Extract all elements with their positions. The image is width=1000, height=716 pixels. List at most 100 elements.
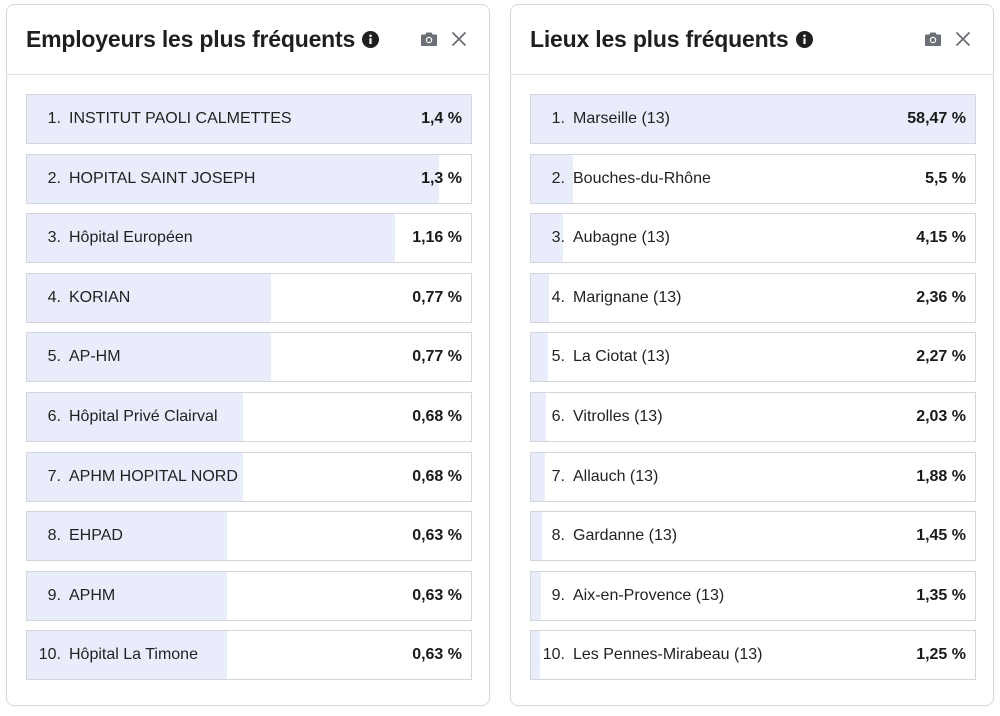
employers-title-text: Employeurs les plus fréquents xyxy=(26,26,356,52)
list-item-content: 1. INSTITUT PAOLI CALMETTES 1,4 % xyxy=(27,95,471,143)
camera-icon[interactable] xyxy=(923,29,943,49)
bar-fill xyxy=(531,631,541,680)
rank-number: 7. xyxy=(551,467,565,485)
rank-number: 5. xyxy=(551,348,565,366)
info-circle-icon[interactable] xyxy=(795,31,813,48)
bar-fill xyxy=(27,392,243,441)
list-item[interactable]: 3. Aubagne (13) 4,15 % xyxy=(530,213,976,264)
list-item-content: 10. Hôpital La Timone 0,63 % xyxy=(27,631,471,679)
rank-label: Allauch (13) xyxy=(573,467,659,485)
list-item[interactable]: 4. KORIAN 0,77 % xyxy=(26,272,472,323)
list-item[interactable]: 9. Aix-en-Provence (13) 1,35 % xyxy=(530,570,976,621)
list-item-content: 3. Aubagne (13) 4,15 % xyxy=(531,214,975,262)
camera-icon[interactable] xyxy=(419,29,439,49)
bar-fill xyxy=(531,154,573,203)
list-item[interactable]: 7. APHM HOPITAL NORD 0,68 % xyxy=(26,451,472,502)
rank-percentage: 1,16 % xyxy=(412,229,462,247)
list-item[interactable]: 8. Gardanne (13) 1,45 % xyxy=(530,511,976,562)
rank-label: Marseille (13) xyxy=(573,110,670,127)
list-item[interactable]: 2. Bouches-du-Rhône 5,5 % xyxy=(530,153,976,204)
rank-percentage: 58,47 % xyxy=(907,110,966,127)
bar-fill xyxy=(531,333,549,382)
list-item-content: 4. Marignane (13) 2,36 % xyxy=(531,274,975,322)
rank-percentage: 2,36 % xyxy=(916,288,966,306)
bar-fill xyxy=(27,154,440,203)
list-item[interactable]: 1. INSTITUT PAOLI CALMETTES 1,4 % xyxy=(26,94,472,144)
rank-number: 2. xyxy=(47,169,61,187)
list-item[interactable]: 6. Vitrolles (13) 2,03 % xyxy=(530,391,976,442)
list-item-content: 3. Hôpital Européen 1,16 % xyxy=(27,214,471,262)
close-icon[interactable] xyxy=(953,29,973,49)
rank-number: 5. xyxy=(47,348,61,366)
rank-number: 3. xyxy=(551,229,565,247)
rank-number: 3. xyxy=(47,229,61,247)
rank-number: 10. xyxy=(542,646,565,664)
rank-number: 9. xyxy=(551,586,565,604)
list-item[interactable]: 7. Allauch (13) 1,88 % xyxy=(530,451,976,502)
rank-label: Marignane (13) xyxy=(573,288,682,306)
rank-label: Aix-en-Provence (13) xyxy=(573,586,725,604)
rank-label: Vitrolles (13) xyxy=(573,407,663,425)
places-header-actions xyxy=(923,29,973,49)
rank-label: Bouches-du-Rhône xyxy=(573,169,711,187)
list-item[interactable]: 5. AP-HM 0,77 % xyxy=(26,332,472,383)
rank-number: 6. xyxy=(551,407,565,425)
rank-label: HOPITAL SAINT JOSEPH xyxy=(69,169,256,187)
rank-percentage: 5,5 % xyxy=(925,169,966,187)
rank-percentage: 0,77 % xyxy=(412,288,462,306)
bar-fill xyxy=(531,392,547,441)
places-panel-title: Lieux les plus fréquents xyxy=(530,26,813,53)
rank-percentage: 0,63 % xyxy=(412,646,462,664)
employers-header-actions xyxy=(419,29,469,49)
rank-percentage: 2,03 % xyxy=(916,407,966,425)
rank-number: 10. xyxy=(38,646,61,664)
rank-percentage: 2,27 % xyxy=(916,348,966,366)
list-item-content: 4. KORIAN 0,77 % xyxy=(27,274,471,322)
list-item-content: 6. Hôpital Privé Clairval 0,68 % xyxy=(27,393,471,441)
places-panel-header: Lieux les plus fréquents xyxy=(511,5,993,75)
rank-percentage: 4,15 % xyxy=(916,229,966,247)
rank-number: 1. xyxy=(47,110,61,127)
info-circle-icon[interactable] xyxy=(362,31,380,48)
employers-panel-title: Employeurs les plus fréquents xyxy=(26,26,380,53)
list-item-content: 2. HOPITAL SAINT JOSEPH 1,3 % xyxy=(27,155,471,203)
rank-percentage: 0,77 % xyxy=(412,348,462,366)
list-item-content: 8. Gardanne (13) 1,45 % xyxy=(531,512,975,560)
bar-fill xyxy=(531,452,546,501)
list-item[interactable]: 2. HOPITAL SAINT JOSEPH 1,3 % xyxy=(26,153,472,204)
bar-fill xyxy=(531,273,549,322)
employers-panel: Employeurs les plus fréquents 1. INSTITUT… xyxy=(6,4,490,706)
list-item[interactable]: 4. Marignane (13) 2,36 % xyxy=(530,272,976,323)
rank-percentage: 1,25 % xyxy=(916,646,966,664)
rank-label: Les Pennes-Mirabeau (13) xyxy=(573,646,763,664)
rank-percentage: 1,45 % xyxy=(916,527,966,545)
list-item[interactable]: 10. Les Pennes-Mirabeau (13) 1,25 % xyxy=(530,630,976,681)
list-item-content: 5. La Ciotat (13) 2,27 % xyxy=(531,333,975,381)
rank-label: Hôpital Privé Clairval xyxy=(69,407,218,425)
close-icon[interactable] xyxy=(449,29,469,49)
bar-fill xyxy=(531,214,563,263)
places-list: 1. Marseille (13) 58,47 % 2. Bouches-du-Rhôn… xyxy=(530,94,976,690)
list-item[interactable]: 10. Hôpital La Timone 0,63 % xyxy=(26,630,472,681)
rank-number: 6. xyxy=(47,407,61,425)
rank-percentage: 0,68 % xyxy=(412,407,462,425)
list-item[interactable]: 8. EHPAD 0,63 % xyxy=(26,511,472,562)
list-item[interactable]: 1. Marseille (13) 58,47 % xyxy=(530,94,976,144)
rank-label: INSTITUT PAOLI CALMETTES xyxy=(69,110,292,127)
bar-fill xyxy=(27,95,471,143)
rank-number: 4. xyxy=(47,288,61,306)
rank-number: 4. xyxy=(551,288,565,306)
list-item-content: 2. Bouches-du-Rhône 5,5 % xyxy=(531,155,975,203)
rank-label: Aubagne (13) xyxy=(573,229,670,247)
list-item[interactable]: 9. APHM 0,63 % xyxy=(26,570,472,621)
list-item-content: 7. Allauch (13) 1,88 % xyxy=(531,453,975,501)
rank-percentage: 0,63 % xyxy=(412,586,462,604)
list-item[interactable]: 6. Hôpital Privé Clairval 0,68 % xyxy=(26,391,472,442)
rank-number: 1. xyxy=(551,110,565,127)
list-item[interactable]: 5. La Ciotat (13) 2,27 % xyxy=(530,332,976,383)
bar-fill xyxy=(27,333,272,382)
rank-label: Hôpital Européen xyxy=(69,229,193,247)
places-panel: Lieux les plus fréquents 1. Marseille (13… xyxy=(510,4,994,706)
rank-label: Gardanne (13) xyxy=(573,527,678,545)
list-item[interactable]: 3. Hôpital Européen 1,16 % xyxy=(26,213,472,264)
